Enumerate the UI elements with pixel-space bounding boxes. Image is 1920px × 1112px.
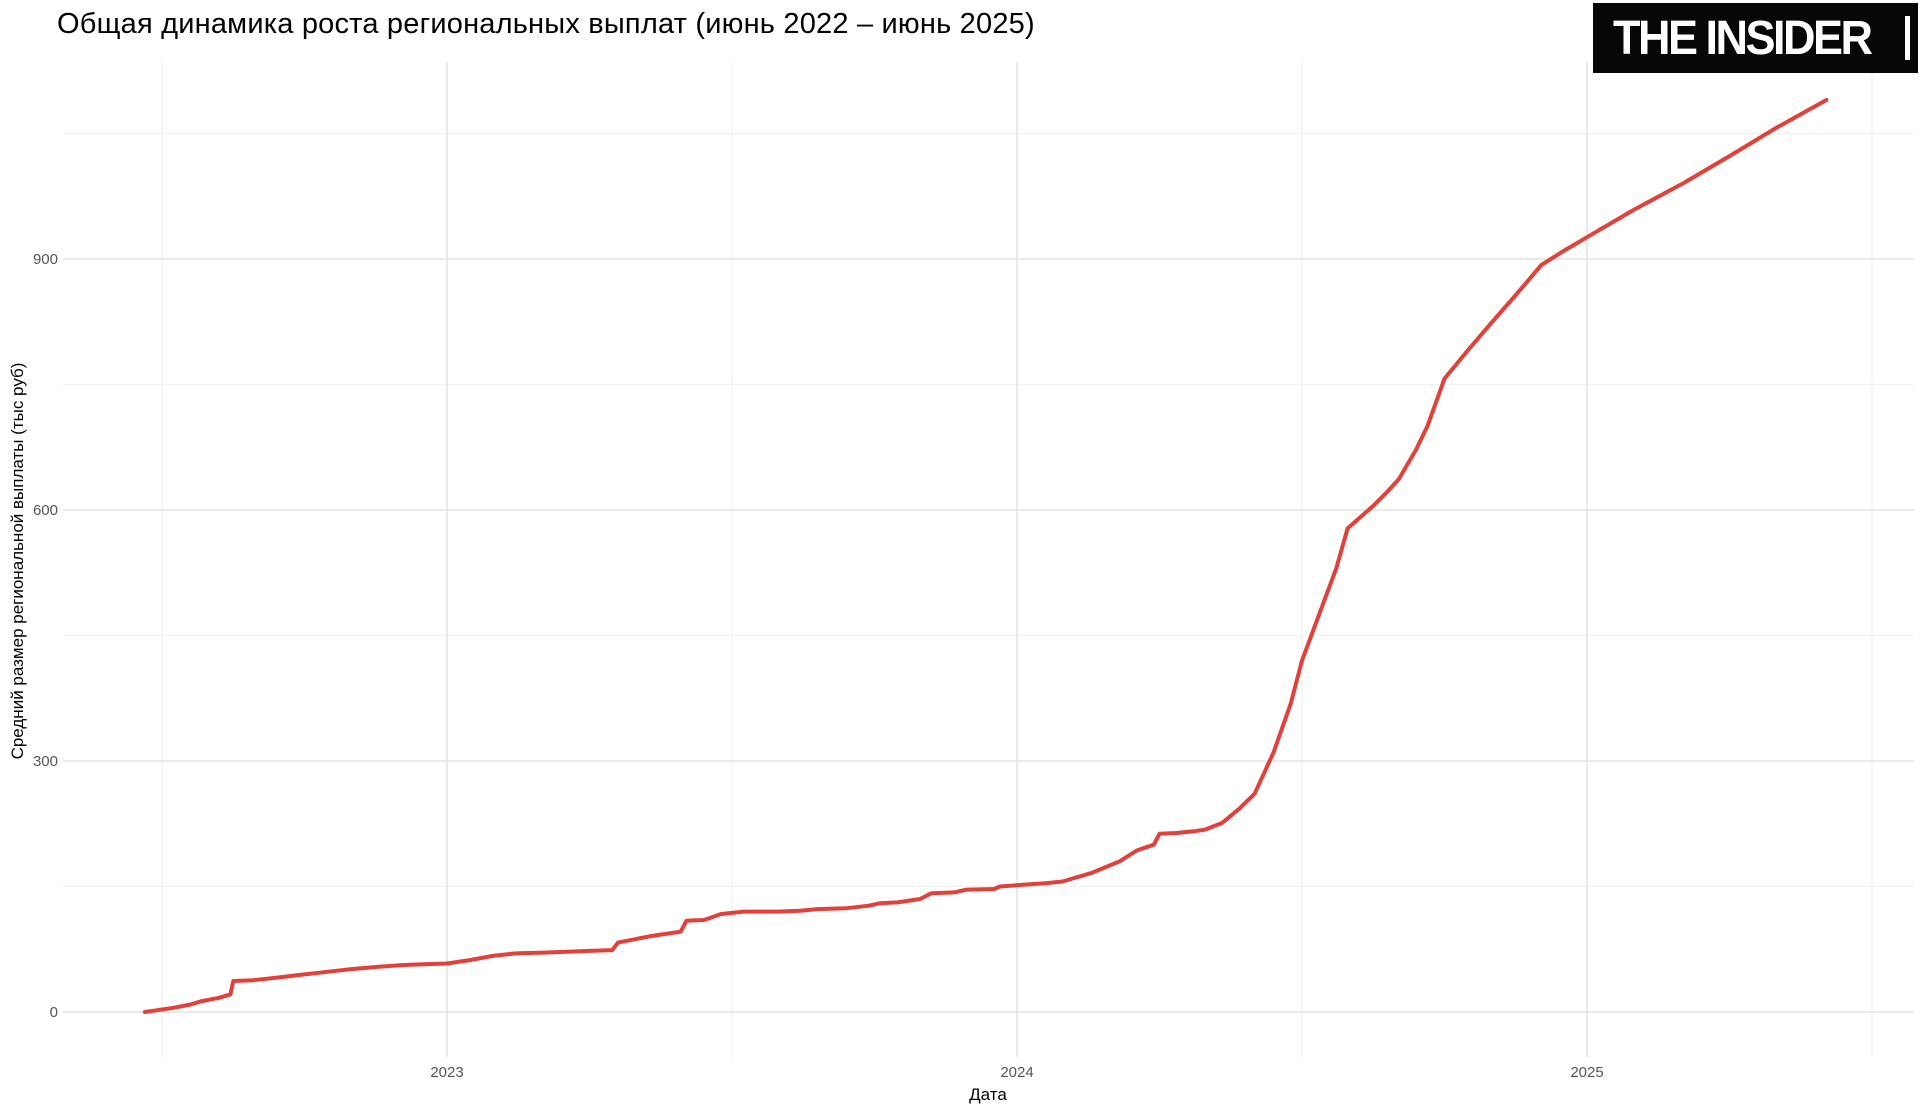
y-tick-label: 0	[49, 1004, 58, 1021]
payments-line	[142, 98, 1829, 1014]
x-tick-label: 2023	[430, 1064, 464, 1081]
logo-text: THE INSIDER	[1613, 9, 1873, 65]
insider-logo: THE INSIDER	[1593, 3, 1918, 73]
y-axis-title: Средний размер региональной выплаты (тыс…	[8, 362, 27, 760]
y-tick-label: 900	[32, 251, 58, 268]
x-tick-label: 2024	[1000, 1064, 1034, 1081]
gridlines-minor	[63, 62, 1914, 1057]
gridlines-major	[63, 62, 1914, 1057]
y-tick-label: 600	[32, 502, 58, 519]
x-tick-label: 2025	[1570, 1064, 1604, 1081]
chart-title: Общая динамика роста региональных выплат…	[57, 8, 1035, 40]
logo-cursor-bar	[1905, 16, 1910, 60]
x-axis-title: Дата	[969, 1085, 1007, 1104]
y-tick-label: 300	[32, 753, 58, 770]
